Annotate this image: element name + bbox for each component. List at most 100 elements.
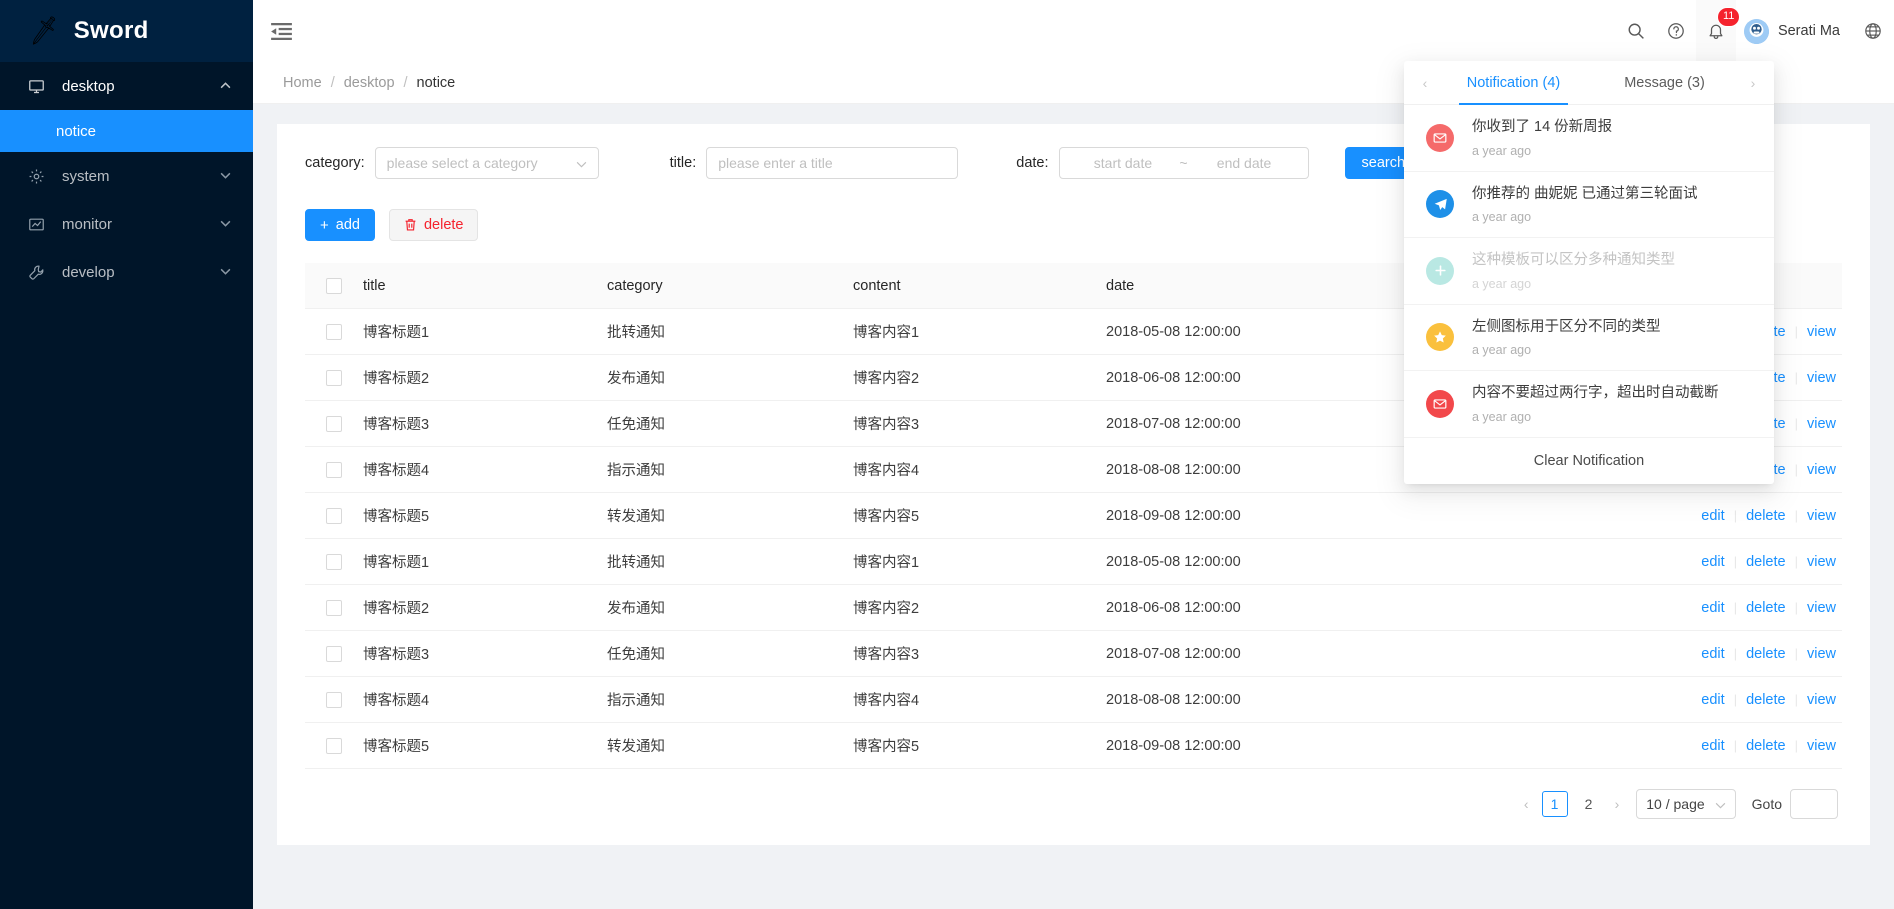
row-checkbox[interactable] (326, 737, 342, 754)
action-separator: | (1794, 416, 1798, 431)
globe-icon[interactable] (1852, 0, 1894, 62)
view-link[interactable]: view (1806, 415, 1836, 432)
table-row: 博客标题3 任免通知 博客内容3 2018-07-08 12:00:00 edit | de… (305, 631, 1842, 677)
delete-link[interactable]: delete (1746, 737, 1786, 754)
row-checkbox[interactable] (326, 323, 342, 340)
tabs-next-arrow[interactable]: › (1750, 74, 1756, 91)
view-link[interactable]: view (1806, 599, 1836, 616)
delete-button[interactable]: delete (388, 209, 479, 241)
row-checkbox[interactable] (326, 553, 342, 570)
row-checkbox[interactable] (326, 507, 342, 524)
cell-content: 博客内容1 (853, 555, 920, 571)
cell-actions: edit | delete | view (1546, 738, 1842, 754)
goto-label: Goto (1751, 796, 1782, 812)
sidebar: 🗡 Sword desktop notice (0, 0, 253, 909)
title-input[interactable]: please enter a title (706, 147, 959, 179)
category-select[interactable]: please select a category (374, 147, 599, 179)
app-logo[interactable]: 🗡 Sword (0, 0, 253, 62)
select-all-checkbox[interactable] (326, 277, 342, 294)
view-link[interactable]: view (1806, 461, 1836, 478)
monitor-icon (28, 78, 50, 95)
add-button[interactable]: + add (305, 209, 375, 241)
plus-circle-icon (1426, 256, 1454, 285)
paper-plane-icon (1426, 190, 1454, 219)
sidebar-item-notice[interactable]: notice (0, 110, 253, 152)
row-checkbox[interactable] (326, 599, 342, 616)
pagination-next[interactable]: › (1614, 796, 1620, 812)
notification-title: 内容不要超过两行字，超出时自动截断 (1472, 385, 1719, 402)
page-size-select[interactable]: 10 / page (1636, 789, 1736, 819)
column-header-content[interactable]: content (853, 277, 901, 294)
row-checkbox[interactable] (326, 691, 342, 708)
table-row: 博客标题1 批转通知 博客内容1 2018-05-08 12:00:00 edit | de… (305, 539, 1842, 585)
clear-notification-button[interactable]: Clear Notification (1533, 452, 1645, 469)
notification-item[interactable]: 左侧图标用于区分不同的类型 a year ago (1404, 305, 1774, 372)
row-checkbox[interactable] (326, 369, 342, 386)
sidebar-item-system[interactable]: system (0, 152, 253, 200)
view-link[interactable]: view (1806, 691, 1836, 708)
cell-content: 博客内容2 (853, 601, 920, 617)
tab-notification[interactable]: Notification (4) (1438, 61, 1589, 105)
delete-link[interactable]: delete (1746, 553, 1786, 570)
sidebar-item-desktop[interactable]: desktop (0, 62, 253, 110)
row-select-cell (305, 507, 363, 524)
cell-actions: edit | delete | view (1546, 600, 1842, 616)
search-icon[interactable] (1616, 0, 1656, 62)
edit-link[interactable]: edit (1701, 553, 1725, 570)
edit-link[interactable]: edit (1701, 599, 1725, 616)
column-header-date[interactable]: date (1106, 277, 1135, 294)
cell-title: 博客标题5 (363, 739, 430, 755)
edit-link[interactable]: edit (1701, 507, 1725, 524)
view-link[interactable]: view (1806, 737, 1836, 754)
row-checkbox[interactable] (326, 461, 342, 478)
notification-item[interactable]: 这种模板可以区分多种通知类型 a year ago (1404, 238, 1774, 305)
category-label: category: (305, 155, 365, 171)
notification-body: 这种模板可以区分多种通知类型 a year ago (1472, 251, 1754, 291)
user-menu[interactable]: Serati Ma (1736, 0, 1852, 62)
column-header-title[interactable]: title (363, 277, 386, 294)
row-select-cell (305, 323, 363, 340)
pagination-page-2[interactable]: 2 (1584, 796, 1593, 812)
view-link[interactable]: view (1806, 645, 1836, 662)
row-checkbox[interactable] (326, 415, 342, 432)
tabs-prev-arrow[interactable]: ‹ (1422, 74, 1428, 91)
notification-bell-button[interactable]: 11 (1695, 0, 1740, 62)
sidebar-item-monitor[interactable]: monitor (0, 200, 253, 248)
delete-link[interactable]: delete (1746, 599, 1786, 616)
notification-time: a year ago (1472, 409, 1532, 424)
delete-link[interactable]: delete (1746, 507, 1786, 524)
edit-link[interactable]: edit (1701, 737, 1725, 754)
sidebar-subitem-label: notice (56, 122, 97, 140)
tab-message[interactable]: Message (3) (1624, 74, 1705, 91)
breadcrumb-item-desktop[interactable]: desktop (343, 74, 395, 91)
pagination-page-1[interactable]: 1 (1541, 791, 1568, 817)
view-link[interactable]: view (1806, 369, 1836, 386)
breadcrumb-item-home[interactable]: Home (283, 74, 322, 91)
chart-icon (28, 216, 50, 233)
column-header-category[interactable]: category (607, 277, 663, 294)
delete-link[interactable]: delete (1746, 645, 1786, 662)
cell-content: 博客内容2 (853, 371, 920, 387)
notification-item[interactable]: 内容不要超过两行字，超出时自动截断 a year ago (1404, 371, 1774, 438)
question-circle-icon[interactable] (1656, 0, 1696, 62)
notification-item[interactable]: 你推荐的 曲妮妮 已通过第三轮面试 a year ago (1404, 172, 1774, 239)
menu-fold-icon[interactable] (253, 0, 309, 62)
notification-title: 这种模板可以区分多种通知类型 (1472, 252, 1675, 269)
pagination-prev[interactable]: ‹ (1523, 796, 1529, 812)
delete-link[interactable]: delete (1746, 691, 1786, 708)
row-checkbox[interactable] (326, 645, 342, 662)
goto-input[interactable] (1790, 789, 1838, 819)
action-separator: | (1794, 554, 1798, 569)
edit-link[interactable]: edit (1701, 691, 1725, 708)
view-link[interactable]: view (1806, 553, 1836, 570)
view-link[interactable]: view (1806, 323, 1836, 340)
date-range-picker[interactable]: start date ~ end date (1058, 147, 1309, 179)
notification-item[interactable]: 你收到了 14 份新周报 a year ago (1404, 105, 1774, 172)
sidebar-item-develop[interactable]: develop (0, 248, 253, 296)
breadcrumb-separator: / (330, 74, 335, 91)
edit-link[interactable]: edit (1701, 645, 1725, 662)
title-field: title: please enter a title (670, 147, 959, 179)
view-link[interactable]: view (1806, 507, 1836, 524)
title-label: title: (669, 155, 697, 171)
